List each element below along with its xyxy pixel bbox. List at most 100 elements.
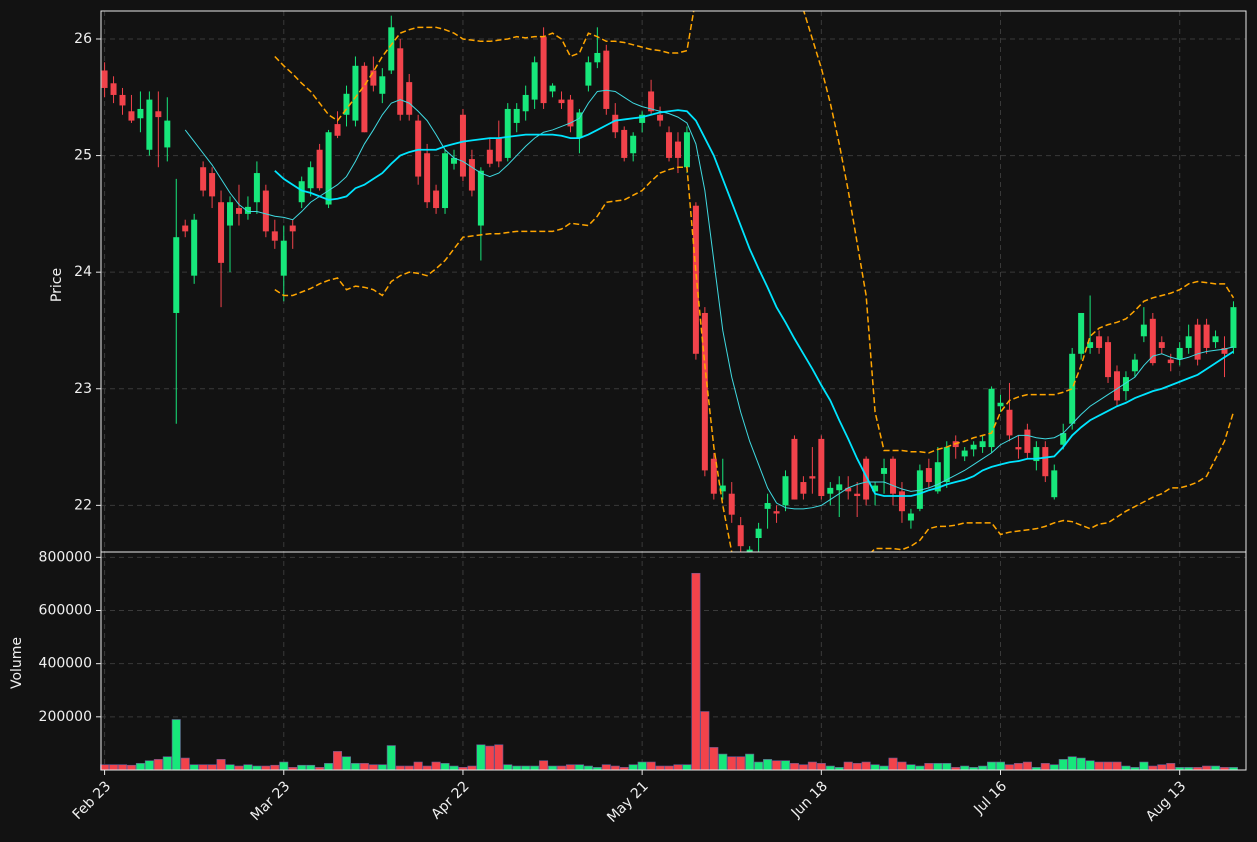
candle-body xyxy=(316,149,323,189)
volume-bar xyxy=(780,760,790,771)
volume-bar xyxy=(386,745,396,771)
volume-bar xyxy=(341,756,351,771)
volume-bar xyxy=(153,759,163,771)
candle-body xyxy=(648,91,655,112)
candle-body xyxy=(1230,307,1237,348)
y-tick-label: 22 xyxy=(74,497,92,513)
candle-body xyxy=(997,402,1004,407)
candle-body xyxy=(1051,470,1058,498)
candle-body xyxy=(845,487,852,492)
candle-body xyxy=(674,141,681,158)
volume-bar xyxy=(404,765,414,771)
candle-body xyxy=(155,111,162,118)
candle-body xyxy=(137,108,144,119)
volume-bar xyxy=(816,763,826,771)
volume-bar xyxy=(485,745,495,771)
candle-body xyxy=(450,157,457,164)
candle-body xyxy=(406,82,413,115)
volume-bar xyxy=(359,763,369,771)
volume-bar xyxy=(628,764,638,771)
candle-body xyxy=(925,468,932,483)
volume-bar xyxy=(574,764,584,771)
moving-average xyxy=(274,109,1234,497)
volume-bar xyxy=(243,764,253,771)
candle-body xyxy=(854,493,861,497)
volume-bar xyxy=(333,751,343,771)
volume-bar xyxy=(789,763,799,771)
bollinger-band xyxy=(274,11,1235,454)
volume-bar xyxy=(987,761,997,771)
volume-bar xyxy=(530,765,540,771)
volume-bar xyxy=(879,765,889,771)
candle-body xyxy=(898,491,905,512)
candle-body xyxy=(657,114,664,121)
candle-body xyxy=(818,438,825,497)
volume-bar xyxy=(583,765,593,771)
y-tick-label: 800000 xyxy=(39,549,92,565)
candle-body xyxy=(701,312,708,471)
candle-body xyxy=(576,112,583,139)
candle-body xyxy=(352,65,359,121)
candle-body xyxy=(934,462,941,492)
volume-bar xyxy=(252,765,262,771)
volume-bar xyxy=(126,764,136,771)
volume-bar xyxy=(1148,765,1158,771)
volume-bar xyxy=(763,759,773,771)
volume-bar xyxy=(1139,761,1149,771)
candle-body xyxy=(612,114,619,133)
candle-body xyxy=(764,503,771,509)
candle-body xyxy=(334,124,341,136)
volume-bar xyxy=(915,765,925,771)
candle-body xyxy=(370,70,377,86)
candle-body xyxy=(433,190,440,209)
candle-body xyxy=(271,231,278,241)
volume-bar xyxy=(225,764,235,771)
volume-bar xyxy=(807,761,817,771)
volume-bar xyxy=(216,759,226,771)
candle-body xyxy=(513,108,520,123)
volume-bar xyxy=(682,764,692,771)
volume-bar xyxy=(772,760,782,771)
candle-body xyxy=(209,173,216,197)
candle-body xyxy=(1006,409,1013,436)
volume-bar xyxy=(754,761,764,771)
volume-bar xyxy=(1121,765,1131,771)
volume-bar xyxy=(180,757,190,771)
volume-bar xyxy=(476,744,486,771)
volume-frame xyxy=(100,551,1247,771)
y-tick-label: 26 xyxy=(74,31,92,47)
volume-bar xyxy=(1211,765,1221,771)
candle-body xyxy=(262,190,269,232)
volume-bar xyxy=(368,764,378,771)
candle-body xyxy=(809,476,816,479)
volume-bar xyxy=(1049,764,1059,771)
volume-bar xyxy=(861,761,871,771)
volume-bar xyxy=(377,764,387,771)
candle-body xyxy=(907,513,914,521)
candle-body xyxy=(531,62,538,100)
volume-panel xyxy=(100,572,1238,771)
candle-body xyxy=(567,99,574,127)
volume-bar xyxy=(1094,761,1104,771)
volume-bar xyxy=(1166,763,1176,771)
candle-body xyxy=(585,62,592,86)
candle-body xyxy=(468,159,475,191)
candle-body xyxy=(1149,318,1156,364)
volume-bar xyxy=(942,763,952,771)
candle-body xyxy=(1221,347,1228,354)
candle-body xyxy=(101,70,108,88)
volume-bar xyxy=(610,765,620,771)
candle-body xyxy=(719,485,726,492)
candle-body xyxy=(603,50,610,109)
candle-body xyxy=(549,85,556,92)
candle-body xyxy=(863,458,870,500)
candle-body xyxy=(164,120,171,148)
candle-body xyxy=(1212,336,1219,343)
candle-body xyxy=(522,94,529,112)
candle-body xyxy=(307,167,314,189)
candle-body xyxy=(1024,429,1031,453)
volume-bar xyxy=(870,764,880,771)
volume-bar xyxy=(1067,756,1077,771)
volume-bar xyxy=(1040,763,1050,771)
